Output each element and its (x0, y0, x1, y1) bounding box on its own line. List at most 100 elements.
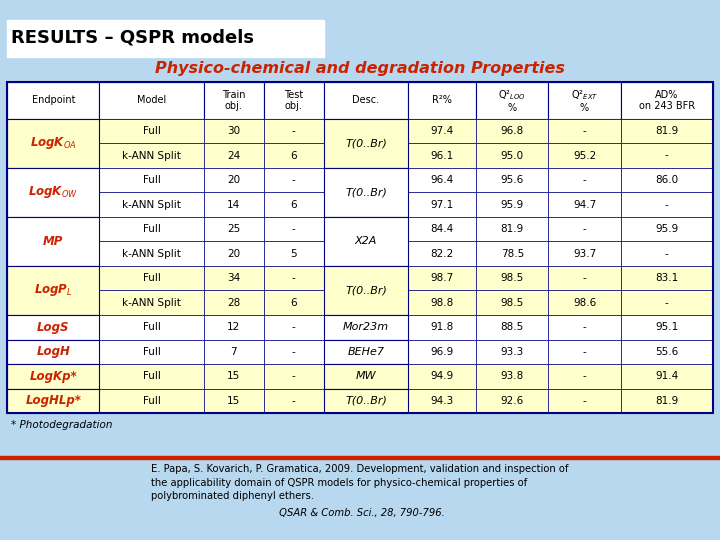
Bar (549, 168, 621, 192)
Text: Mor23m: Mor23m (343, 322, 389, 332)
Bar (549, 82, 621, 119)
Text: 12: 12 (227, 322, 240, 332)
Bar (264, 315, 324, 340)
Bar (549, 315, 621, 340)
Bar (204, 119, 264, 143)
Bar (99, 315, 204, 340)
Text: Full: Full (143, 372, 161, 381)
Bar (7, 20, 324, 57)
Text: * Photodegradation: * Photodegradation (11, 420, 112, 430)
Text: LogK$_{OA}$: LogK$_{OA}$ (30, 136, 76, 151)
Bar (324, 143, 408, 168)
Text: 95.9: 95.9 (500, 200, 524, 210)
Bar (99, 143, 204, 168)
Text: Full: Full (143, 396, 161, 406)
Text: 81.9: 81.9 (655, 126, 678, 136)
Text: QSAR & Comb. Sci., 28, 790-796.: QSAR & Comb. Sci., 28, 790-796. (276, 508, 444, 518)
Bar (7, 389, 99, 413)
Text: 96.8: 96.8 (500, 126, 524, 136)
Bar (264, 364, 324, 389)
Text: 98.5: 98.5 (500, 273, 524, 283)
Text: 86.0: 86.0 (655, 175, 678, 185)
Text: Train
obj.: Train obj. (222, 90, 246, 111)
Text: 93.8: 93.8 (500, 372, 524, 381)
Bar (476, 168, 549, 192)
Bar (7, 315, 99, 340)
Bar (408, 119, 476, 143)
Text: 88.5: 88.5 (500, 322, 524, 332)
Text: Physico-chemical and degradation Properties: Physico-chemical and degradation Propert… (155, 61, 565, 76)
Text: 14: 14 (227, 200, 240, 210)
Text: 95.6: 95.6 (500, 175, 524, 185)
Text: 34: 34 (227, 273, 240, 283)
Bar (204, 241, 264, 266)
Text: -: - (582, 347, 586, 357)
Bar (476, 119, 549, 143)
Bar (204, 389, 264, 413)
Bar (99, 389, 204, 413)
Text: MW: MW (356, 372, 377, 381)
Bar (549, 192, 621, 217)
Bar (476, 364, 549, 389)
Bar (204, 364, 264, 389)
Bar (264, 340, 324, 364)
Text: -: - (292, 322, 296, 332)
Text: 96.4: 96.4 (431, 175, 454, 185)
Bar (549, 389, 621, 413)
Bar (99, 168, 204, 192)
Text: 94.7: 94.7 (573, 200, 596, 210)
Bar (408, 315, 476, 340)
Bar (476, 315, 549, 340)
Bar (549, 266, 621, 291)
Bar (204, 168, 264, 192)
Bar (549, 241, 621, 266)
Text: 94.3: 94.3 (431, 396, 454, 406)
Bar (621, 315, 713, 340)
Bar (324, 389, 408, 413)
Bar (621, 241, 713, 266)
Bar (324, 266, 408, 315)
Bar (408, 192, 476, 217)
Text: 97.4: 97.4 (431, 126, 454, 136)
Text: 24: 24 (227, 151, 240, 160)
Text: -: - (292, 396, 296, 406)
Text: MP: MP (43, 235, 63, 248)
Text: T(0..Br): T(0..Br) (345, 187, 387, 198)
Text: R²%: R²% (432, 96, 452, 105)
Bar (99, 217, 204, 241)
Text: LogK$_{OW}$: LogK$_{OW}$ (28, 184, 78, 200)
Text: T(0..Br): T(0..Br) (345, 138, 387, 149)
Bar (99, 291, 204, 315)
Bar (7, 340, 99, 364)
Text: 6: 6 (291, 151, 297, 160)
Bar (476, 143, 549, 168)
Text: -: - (665, 200, 669, 210)
Text: 25: 25 (227, 224, 240, 234)
Bar (476, 82, 549, 119)
Text: -: - (665, 151, 669, 160)
Text: 81.9: 81.9 (655, 396, 678, 406)
Text: LogHLp*: LogHLp* (25, 394, 81, 407)
Text: 78.5: 78.5 (500, 249, 524, 259)
Text: BEHe7: BEHe7 (348, 347, 384, 357)
Text: Full: Full (143, 175, 161, 185)
Bar (621, 192, 713, 217)
Bar (476, 389, 549, 413)
Text: 95.1: 95.1 (655, 322, 678, 332)
Bar (7, 266, 99, 291)
Text: 81.9: 81.9 (500, 224, 524, 234)
Text: Full: Full (143, 224, 161, 234)
Text: Model: Model (137, 96, 166, 105)
Text: 92.6: 92.6 (500, 396, 524, 406)
Text: 15: 15 (227, 372, 240, 381)
Bar (99, 119, 204, 143)
Text: LogS: LogS (37, 321, 70, 334)
Bar (264, 217, 324, 241)
Text: T(0..Br): T(0..Br) (345, 286, 387, 295)
Bar (204, 82, 264, 119)
Bar (264, 291, 324, 315)
Text: k-ANN Split: k-ANN Split (122, 249, 181, 259)
Bar (99, 192, 204, 217)
Text: X2A: X2A (355, 237, 377, 246)
Bar (324, 217, 408, 266)
